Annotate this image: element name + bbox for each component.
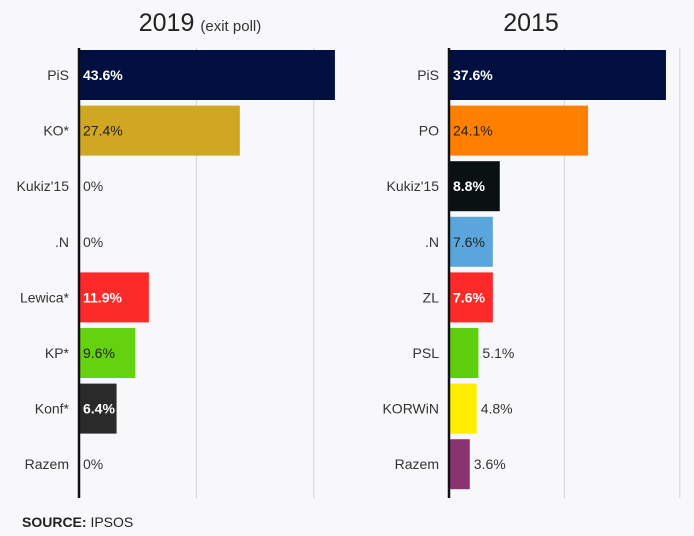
chart-title: 2015 bbox=[503, 9, 559, 37]
category-label: Kukiz'15 bbox=[387, 178, 440, 194]
data-label: 0% bbox=[83, 234, 103, 250]
chart-title-text: 2015 bbox=[503, 9, 559, 37]
bar bbox=[449, 216, 493, 267]
category-label: PiS bbox=[47, 67, 69, 83]
chart-panel-1: 2019 (exit poll) PiS 43.6% KO* 27.4% Kukiz'15 0… bbox=[17, 9, 335, 498]
chart-title: 2019 (exit poll) bbox=[139, 9, 261, 37]
data-label: 24.1% bbox=[453, 123, 493, 139]
bar bbox=[449, 439, 470, 490]
category-label: KORWiN bbox=[382, 401, 439, 417]
category-label: ZL bbox=[423, 289, 440, 305]
data-label: 7.6% bbox=[453, 234, 485, 250]
data-label: 4.8% bbox=[481, 401, 513, 417]
bar bbox=[79, 272, 149, 323]
bar bbox=[449, 383, 477, 434]
bar bbox=[79, 383, 117, 434]
bar bbox=[79, 105, 240, 156]
category-label: .N bbox=[425, 234, 439, 250]
chart-subtitle: (exit poll) bbox=[200, 18, 261, 35]
bar bbox=[449, 328, 479, 378]
data-label: 5.1% bbox=[482, 345, 514, 361]
source-label: SOURCE: bbox=[22, 514, 87, 530]
data-label: 0% bbox=[83, 178, 103, 194]
data-label: 43.6% bbox=[83, 67, 123, 83]
category-label: KP* bbox=[45, 345, 70, 361]
bar bbox=[449, 105, 589, 156]
category-label: KO* bbox=[43, 123, 69, 139]
data-label: 8.8% bbox=[453, 178, 485, 194]
source-value: IPSOS bbox=[90, 514, 134, 530]
category-label: Lewica* bbox=[20, 289, 70, 305]
bar bbox=[79, 50, 335, 100]
data-label: 37.6% bbox=[453, 67, 493, 83]
chart-title-text: 2019 bbox=[139, 9, 195, 37]
data-label: 27.4% bbox=[83, 123, 123, 139]
category-label: PSL bbox=[413, 345, 440, 361]
category-label: Kukiz'15 bbox=[17, 178, 70, 194]
category-label: PiS bbox=[417, 67, 439, 83]
data-label: 9.6% bbox=[83, 345, 115, 361]
bar bbox=[449, 50, 666, 100]
data-label: 6.4% bbox=[83, 401, 115, 417]
bar bbox=[79, 328, 136, 378]
source-note: SOURCE: IPSOS bbox=[22, 513, 133, 531]
data-label: 0% bbox=[83, 456, 103, 472]
data-label: 3.6% bbox=[474, 456, 506, 472]
bar bbox=[449, 272, 493, 323]
bar bbox=[449, 161, 500, 212]
category-label: .N bbox=[55, 234, 69, 250]
data-label: 11.9% bbox=[83, 289, 122, 305]
category-label: PO bbox=[419, 123, 439, 139]
category-label: Razem bbox=[25, 456, 69, 472]
category-label: Razem bbox=[395, 456, 439, 472]
chart-panel-2: 2015 PiS 37.6% PO 24.1% Kukiz'15 8.8% .N 7.6% ZL 7… bbox=[382, 9, 681, 498]
data-label: 7.6% bbox=[453, 289, 485, 305]
category-label: Konf* bbox=[35, 401, 70, 417]
